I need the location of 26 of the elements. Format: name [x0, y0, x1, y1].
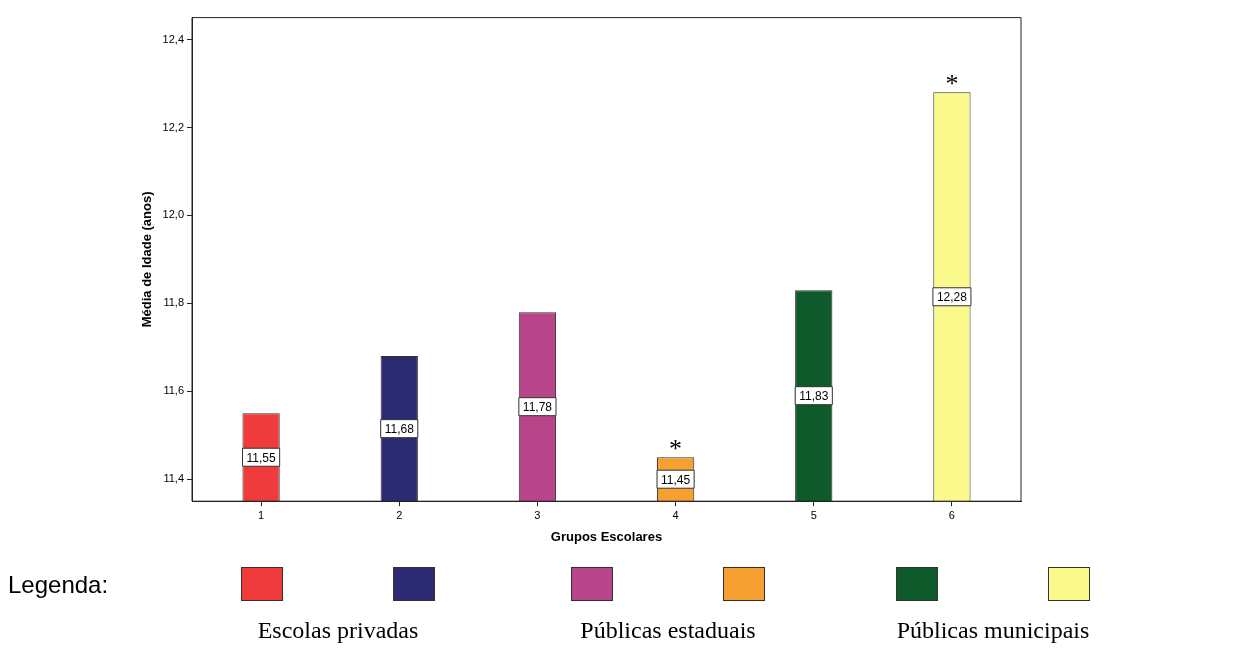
legend-label: Públicas municipais	[896, 617, 1090, 644]
x-tick-label: 4	[672, 508, 679, 521]
x-tick-label: 5	[810, 508, 817, 521]
x-tick-label: 1	[258, 508, 265, 521]
data-label: 12,28	[936, 290, 968, 305]
legend-label: Escolas privadas	[257, 617, 419, 644]
x-tick-label: 3	[534, 508, 541, 521]
data-label: 11,68	[384, 421, 415, 436]
annotation: *	[945, 69, 959, 99]
y-tick-label: 12,4	[162, 32, 185, 45]
data-label: 11,83	[799, 389, 829, 403]
y-tick-label: 11,4	[163, 472, 185, 485]
y-tick-label: 12,0	[162, 208, 185, 221]
x-tick-label: 2	[396, 508, 403, 521]
y-tick-label: 11,6	[163, 384, 185, 397]
y-tick-label: 12,2	[162, 120, 185, 133]
data-label: 11,45	[661, 472, 691, 487]
x-tick-label: 6	[948, 508, 955, 521]
y-axis-title: Média de Idade (anos)	[139, 191, 155, 328]
annotation: *	[669, 434, 683, 464]
data-label: 11,78	[522, 399, 553, 414]
legend-label: Públicas estaduais	[580, 617, 756, 644]
x-axis-title: Grupos Escolares	[550, 528, 663, 544]
legend-title: Legenda:	[8, 570, 110, 599]
y-tick-label: 11,8	[163, 296, 185, 309]
data-label: 11,55	[246, 450, 276, 465]
